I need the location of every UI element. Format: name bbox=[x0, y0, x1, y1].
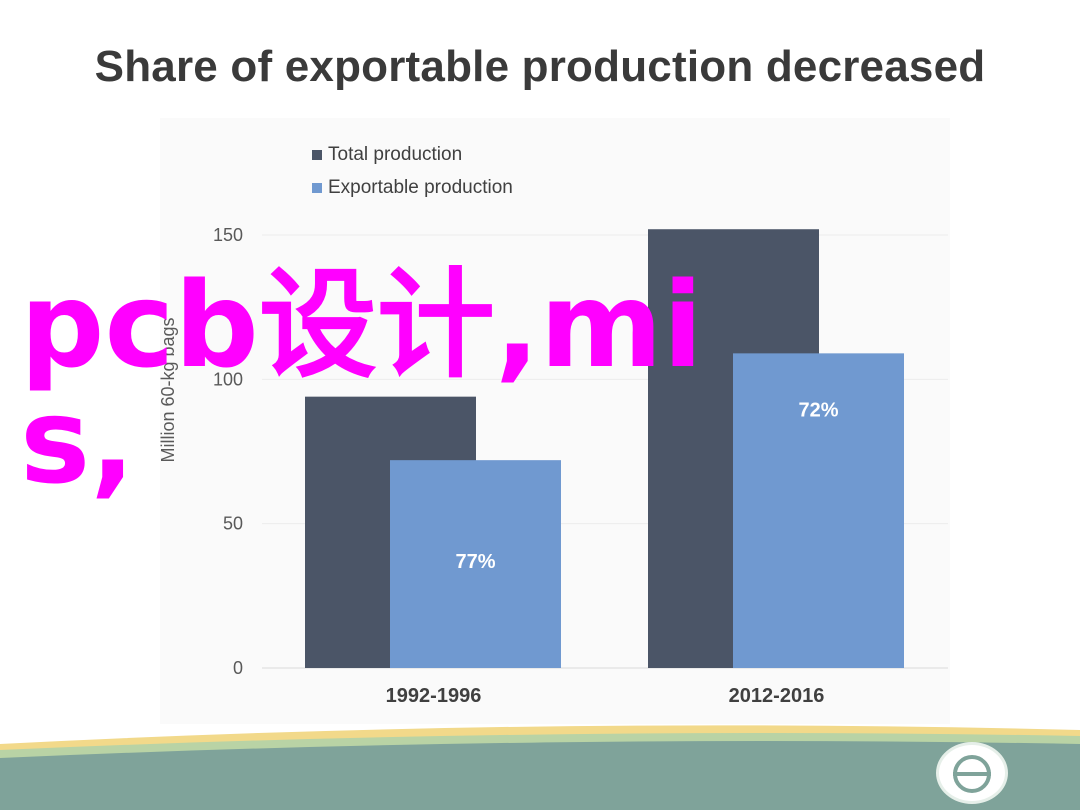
legend-swatch bbox=[312, 183, 322, 193]
legend-label: Exportable production bbox=[328, 177, 513, 198]
data-label: 77% bbox=[455, 551, 495, 573]
data-label: 72% bbox=[798, 400, 838, 422]
x-tick-label: 1992-1996 bbox=[386, 685, 482, 707]
footer-band-fill bbox=[0, 741, 1080, 810]
circle-logo-icon bbox=[936, 742, 1008, 804]
footer-stripe-yellow bbox=[0, 725, 1080, 754]
y-tick-label: 50 bbox=[223, 514, 243, 534]
bar bbox=[390, 460, 561, 668]
y-tick-label: 150 bbox=[213, 225, 243, 245]
y-tick-label: 0 bbox=[233, 658, 243, 678]
footer-band bbox=[0, 725, 1080, 810]
bar bbox=[733, 353, 904, 668]
slide-title: Share of exportable production decreased bbox=[94, 42, 986, 91]
x-tick-label: 2012-2016 bbox=[729, 685, 825, 707]
legend-swatch bbox=[312, 150, 322, 160]
y-tick-label: 100 bbox=[213, 369, 243, 389]
y-axis-title: Million 60-kg bags bbox=[158, 317, 178, 462]
legend-label: Total production bbox=[328, 144, 462, 165]
footer-stripe-green bbox=[0, 733, 1080, 760]
